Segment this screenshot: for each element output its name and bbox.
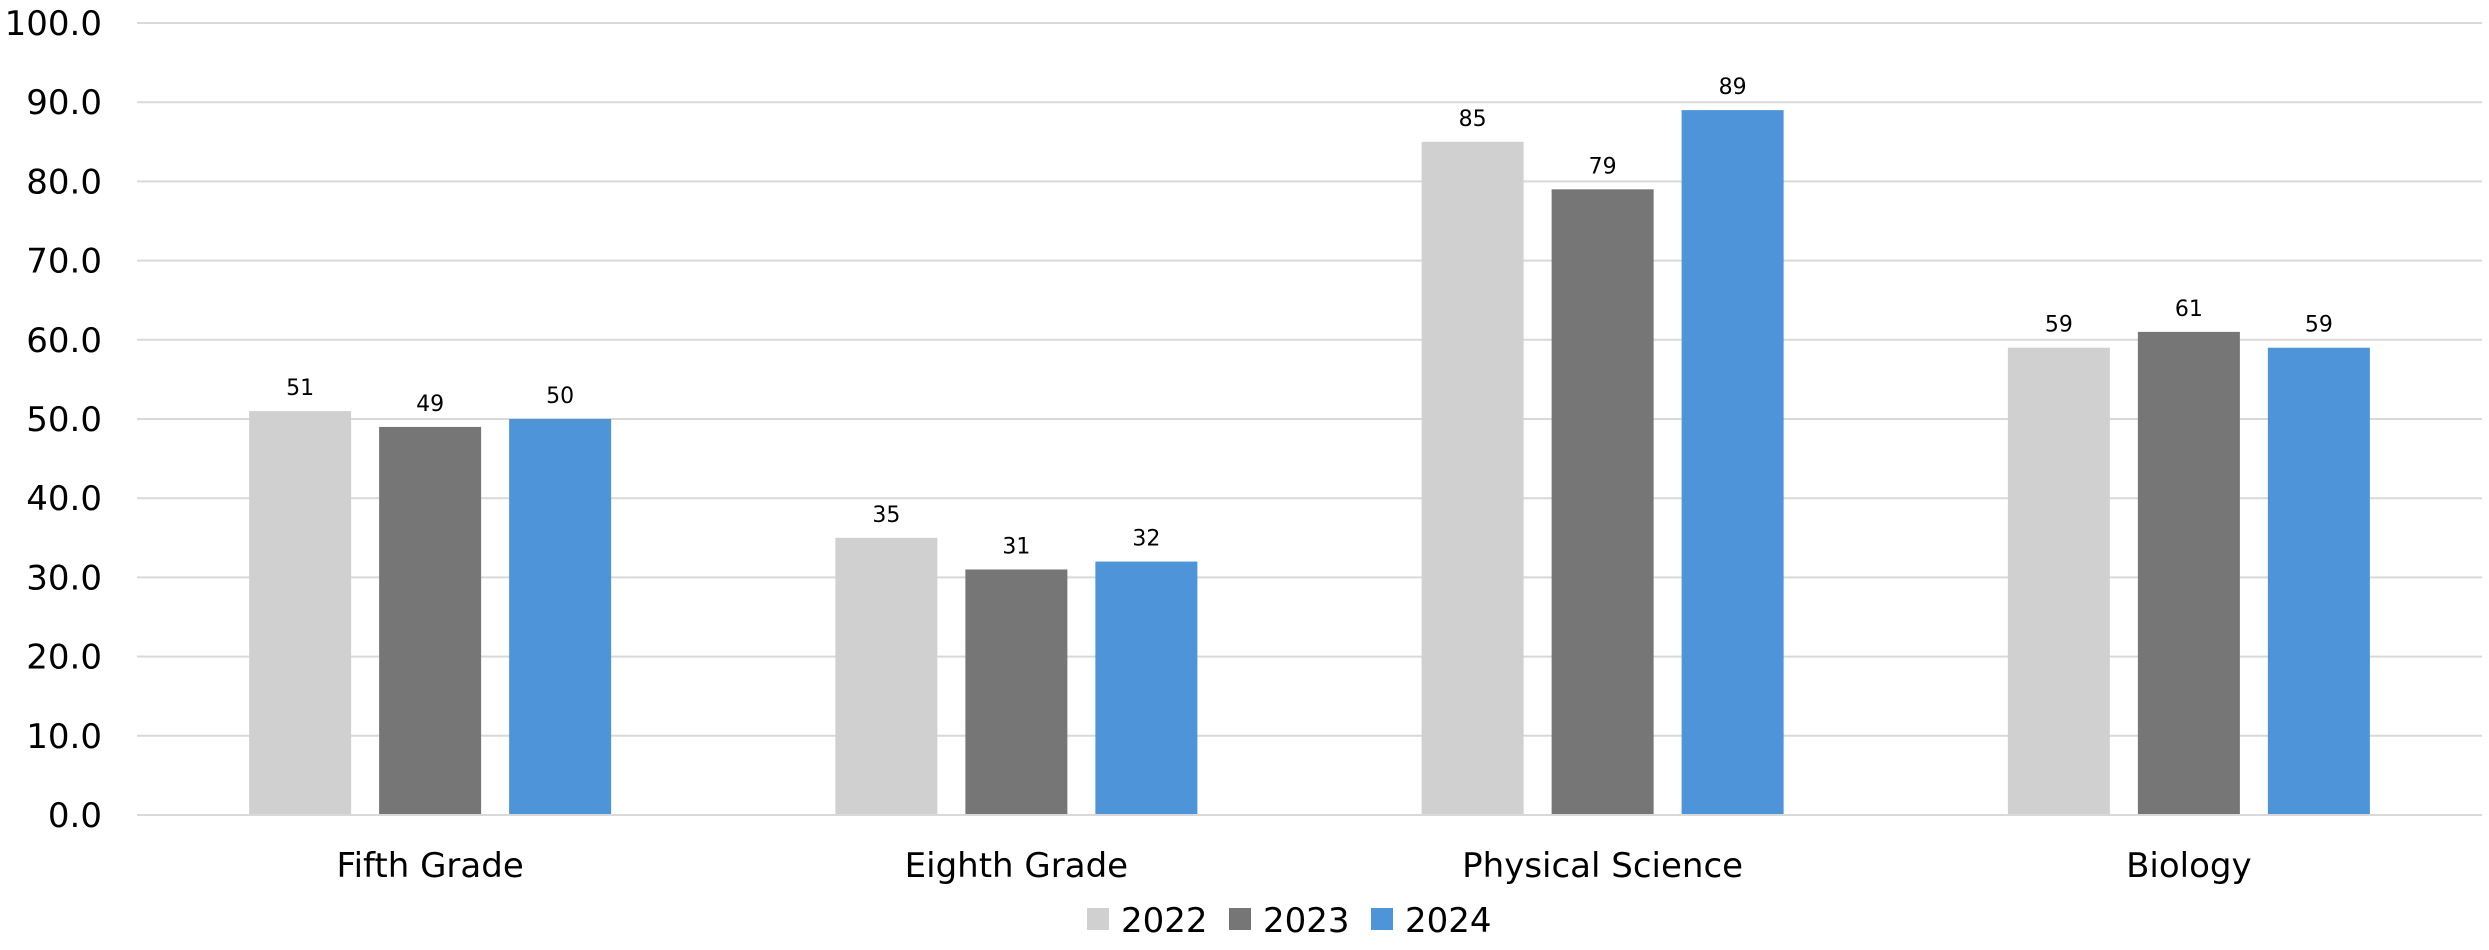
legend-swatch-2022 bbox=[1087, 908, 1109, 930]
bar-2024-physical-science bbox=[1681, 110, 1784, 816]
data-labels: 51 49 50 35 31 32 85 79 89 59 61 59 bbox=[286, 75, 2333, 559]
bar-2023-biology bbox=[2137, 331, 2240, 815]
bar-2024-eighth-grade bbox=[1095, 561, 1198, 815]
bars bbox=[249, 110, 2370, 816]
data-label: 51 bbox=[286, 376, 314, 401]
y-tick-label: 50.0 bbox=[26, 400, 102, 440]
y-tick-label: 0.0 bbox=[48, 796, 102, 836]
gridlines bbox=[137, 22, 2482, 816]
bar-2022-physical-science bbox=[1421, 141, 1524, 816]
bar-2022-biology bbox=[2007, 347, 2110, 815]
bar-2023-physical-science bbox=[1551, 189, 1654, 815]
bar-2022-fifth-grade bbox=[249, 411, 352, 815]
y-axis: 0.0 10.0 20.0 30.0 40.0 50.0 60.0 70.0 80.0 90.0 1… bbox=[5, 4, 102, 836]
x-category-label: Physical Science bbox=[1462, 846, 1743, 886]
x-axis: Fifth Grade Eighth Grade Physical Science B… bbox=[137, 814, 2482, 886]
legend-label-2024: 2024 bbox=[1405, 901, 1492, 941]
x-category-label: Biology bbox=[2126, 846, 2252, 886]
legend-label-2022: 2022 bbox=[1121, 901, 1208, 941]
bar-2023-fifth-grade bbox=[379, 426, 482, 815]
y-tick-label: 40.0 bbox=[26, 479, 102, 519]
data-label: 59 bbox=[2305, 313, 2333, 338]
data-label: 61 bbox=[2175, 297, 2203, 322]
data-label: 85 bbox=[1459, 107, 1487, 132]
y-tick-label: 70.0 bbox=[26, 242, 102, 282]
data-label: 35 bbox=[872, 503, 900, 528]
bar-2024-biology bbox=[2267, 347, 2370, 815]
data-label: 31 bbox=[1002, 534, 1030, 559]
bar-2023-eighth-grade bbox=[965, 569, 1068, 815]
legend: 2022 2023 2024 bbox=[1087, 901, 1492, 941]
bar-2024-fifth-grade bbox=[509, 419, 612, 815]
y-tick-label: 30.0 bbox=[26, 558, 102, 598]
y-tick-label: 60.0 bbox=[26, 321, 102, 361]
y-tick-label: 10.0 bbox=[26, 717, 102, 757]
y-tick-label: 80.0 bbox=[26, 162, 102, 202]
x-category-label: Fifth Grade bbox=[337, 846, 524, 886]
legend-label-2023: 2023 bbox=[1263, 901, 1350, 941]
data-label: 49 bbox=[416, 392, 444, 417]
bar-2022-eighth-grade bbox=[835, 537, 938, 815]
legend-swatch-2023 bbox=[1229, 908, 1251, 930]
data-label: 50 bbox=[546, 384, 574, 409]
data-label: 32 bbox=[1132, 527, 1160, 552]
y-tick-label: 90.0 bbox=[26, 83, 102, 123]
legend-swatch-2024 bbox=[1371, 908, 1393, 930]
data-label: 89 bbox=[1719, 75, 1747, 100]
y-tick-label: 20.0 bbox=[26, 638, 102, 678]
x-category-label: Eighth Grade bbox=[905, 846, 1128, 886]
data-label: 79 bbox=[1589, 154, 1617, 179]
data-label: 59 bbox=[2045, 313, 2073, 338]
y-tick-label: 100.0 bbox=[5, 4, 102, 44]
